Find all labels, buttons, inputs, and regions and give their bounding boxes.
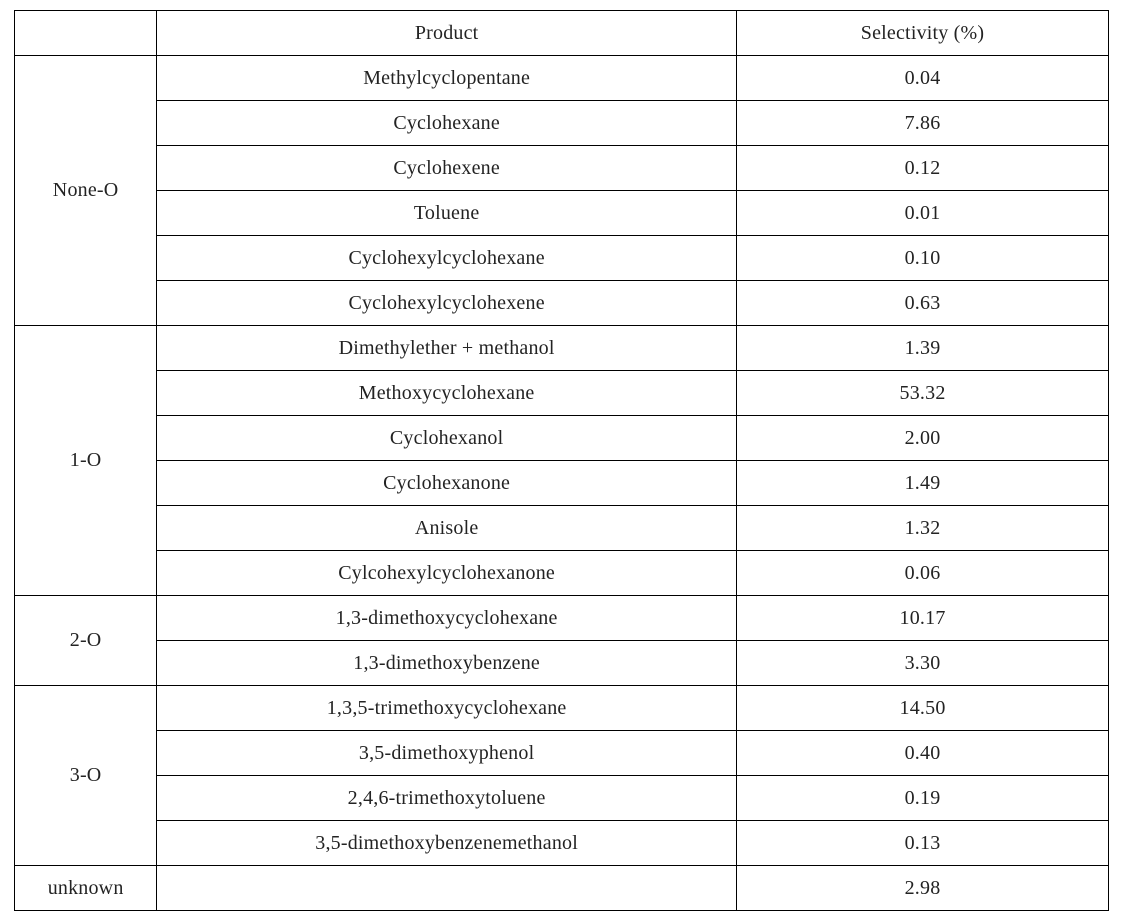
table-row: Cyclohexane 7.86	[15, 101, 1109, 146]
table-row: Anisole 1.32	[15, 506, 1109, 551]
selectivity-cell: 0.13	[737, 821, 1109, 866]
table-row: 1-O Dimethylether + methanol 1.39	[15, 326, 1109, 371]
selectivity-cell: 0.01	[737, 191, 1109, 236]
selectivity-cell: 0.19	[737, 776, 1109, 821]
table-row: 3-O 1,3,5-trimethoxycyclohexane 14.50	[15, 686, 1109, 731]
col-header-selectivity: Selectivity (%)	[737, 11, 1109, 56]
selectivity-cell: 0.10	[737, 236, 1109, 281]
table-row: Cyclohexanol 2.00	[15, 416, 1109, 461]
selectivity-cell: 2.98	[737, 866, 1109, 911]
product-cell: 1,3-dimethoxybenzene	[157, 641, 737, 686]
product-cell	[157, 866, 737, 911]
product-cell: Cyclohexylcyclohexene	[157, 281, 737, 326]
table-row: 2-O 1,3-dimethoxycyclohexane 10.17	[15, 596, 1109, 641]
selectivity-cell: 14.50	[737, 686, 1109, 731]
group-label: 2-O	[15, 596, 157, 686]
product-cell: Methoxycyclohexane	[157, 371, 737, 416]
product-cell: 1,3-dimethoxycyclohexane	[157, 596, 737, 641]
table-row: Methoxycyclohexane 53.32	[15, 371, 1109, 416]
product-cell: 1,3,5-trimethoxycyclohexane	[157, 686, 737, 731]
product-cell: 3,5-dimethoxybenzenemethanol	[157, 821, 737, 866]
table-row: 3,5-dimethoxybenzenemethanol 0.13	[15, 821, 1109, 866]
selectivity-cell: 10.17	[737, 596, 1109, 641]
group-label: 1-O	[15, 326, 157, 596]
selectivity-cell: 2.00	[737, 416, 1109, 461]
product-cell: Cyclohexanone	[157, 461, 737, 506]
col-header-product: Product	[157, 11, 737, 56]
selectivity-cell: 3.30	[737, 641, 1109, 686]
table-row: 3,5-dimethoxyphenol 0.40	[15, 731, 1109, 776]
table-row: None-O Methylcyclopentane 0.04	[15, 56, 1109, 101]
selectivity-cell: 1.32	[737, 506, 1109, 551]
selectivity-cell: 7.86	[737, 101, 1109, 146]
product-cell: Cyclohexanol	[157, 416, 737, 461]
table-row: Cyclohexylcyclohexene 0.63	[15, 281, 1109, 326]
product-cell: Anisole	[157, 506, 737, 551]
product-cell: 3,5-dimethoxyphenol	[157, 731, 737, 776]
table-row: Cylcohexylcyclohexanone 0.06	[15, 551, 1109, 596]
table-row: Cyclohexylcyclohexane 0.10	[15, 236, 1109, 281]
selectivity-cell: 0.40	[737, 731, 1109, 776]
group-label: None-O	[15, 56, 157, 326]
table-row: Cyclohexene 0.12	[15, 146, 1109, 191]
selectivity-cell: 0.63	[737, 281, 1109, 326]
table-row: Toluene 0.01	[15, 191, 1109, 236]
selectivity-cell: 1.49	[737, 461, 1109, 506]
table-row: Cyclohexanone 1.49	[15, 461, 1109, 506]
selectivity-cell: 0.04	[737, 56, 1109, 101]
selectivity-table: Product Selectivity (%) None-O Methylcyc…	[14, 10, 1109, 911]
product-cell: Cyclohexene	[157, 146, 737, 191]
product-cell: 2,4,6-trimethoxytoluene	[157, 776, 737, 821]
group-label: unknown	[15, 866, 157, 911]
selectivity-cell: 0.12	[737, 146, 1109, 191]
selectivity-cell: 0.06	[737, 551, 1109, 596]
selectivity-cell: 1.39	[737, 326, 1109, 371]
product-cell: Cyclohexylcyclohexane	[157, 236, 737, 281]
product-cell: Toluene	[157, 191, 737, 236]
table-header-row: Product Selectivity (%)	[15, 11, 1109, 56]
col-header-group	[15, 11, 157, 56]
group-label: 3-O	[15, 686, 157, 866]
product-cell: Cylcohexylcyclohexanone	[157, 551, 737, 596]
table-row: unknown 2.98	[15, 866, 1109, 911]
table-row: 2,4,6-trimethoxytoluene 0.19	[15, 776, 1109, 821]
product-cell: Cyclohexane	[157, 101, 737, 146]
selectivity-cell: 53.32	[737, 371, 1109, 416]
product-cell: Dimethylether + methanol	[157, 326, 737, 371]
table-row: 1,3-dimethoxybenzene 3.30	[15, 641, 1109, 686]
product-cell: Methylcyclopentane	[157, 56, 737, 101]
